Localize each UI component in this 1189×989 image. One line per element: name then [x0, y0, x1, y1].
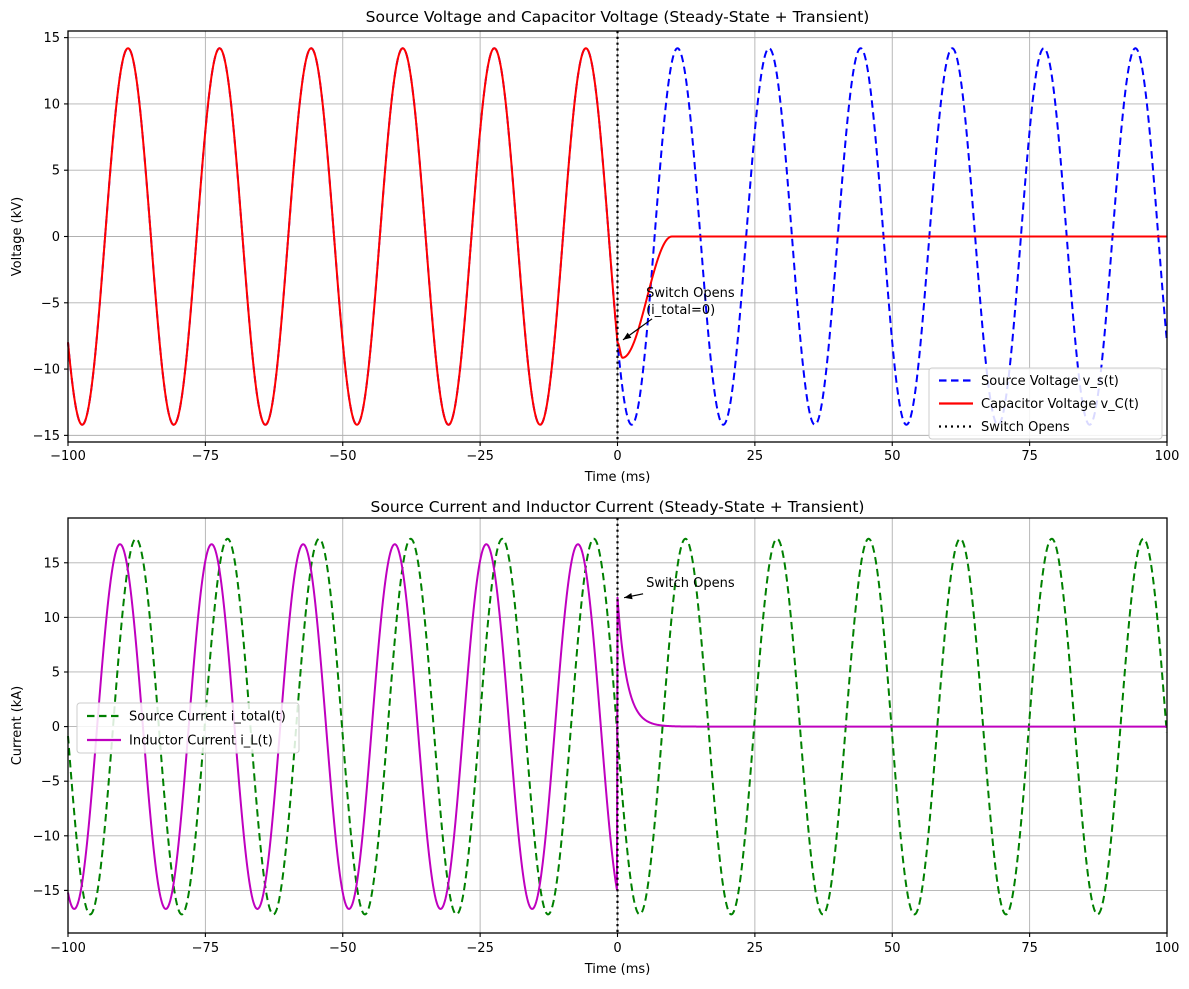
y-tick-label: −10	[33, 363, 60, 378]
y-tick-label: −5	[41, 296, 60, 311]
top-x-axis-label: Time (ms)	[584, 470, 651, 485]
legend-item-label: Source Voltage v_s(t)	[981, 374, 1119, 389]
x-tick-label: 25	[747, 941, 764, 956]
x-tick-label: 75	[1021, 449, 1038, 464]
y-tick-label: 5	[52, 665, 60, 680]
bottom-x-axis-label: Time (ms)	[584, 962, 651, 977]
x-tick-label: −75	[192, 941, 219, 956]
series-path-inductor-current	[67, 543, 1167, 910]
y-tick-label: 10	[43, 611, 60, 626]
x-tick-label: 100	[1155, 449, 1180, 464]
x-tick-label: −50	[329, 941, 356, 956]
annotation-arrow-head	[624, 592, 633, 600]
legend-item-label: Inductor Current i_L(t)	[129, 734, 273, 749]
x-tick-label: 100	[1155, 941, 1180, 956]
x-tick-label: −100	[50, 449, 86, 464]
current-plot-area: −100 −75 −50 −25 0 25 50 75 100−15−10−5051015Swi…	[33, 517, 1180, 956]
legend-item-label: Switch Opens	[981, 420, 1070, 435]
bottom-chart-title: Source Current and Inductor Current (Ste…	[371, 498, 865, 516]
legend-box	[928, 367, 1163, 440]
legend-item-label: Capacitor Voltage v_C(t)	[981, 397, 1139, 412]
y-tick-label: −15	[33, 884, 60, 899]
x-tick-label: 50	[884, 941, 901, 956]
annotation-text: Switch Opens	[646, 576, 735, 591]
y-tick-label: 10	[43, 97, 60, 112]
y-tick-label: 15	[43, 31, 60, 46]
x-tick-label: 0	[613, 941, 621, 956]
bottom-y-axis-label: Current (kA)	[10, 686, 25, 766]
y-tick-label: −10	[33, 829, 60, 844]
y-tick-label: 0	[52, 230, 60, 245]
x-tick-label: −50	[329, 449, 356, 464]
voltage-plot-area: −100 −75 −50 −25 0 25 50 75 100−15−10−5051015Swi…	[33, 30, 1180, 464]
x-tick-label: 50	[884, 449, 901, 464]
x-tick-label: −25	[466, 449, 493, 464]
legend-box	[76, 702, 300, 754]
legend-item-label: Source Current i_total(t)	[129, 710, 286, 725]
top-chart-title: Source Voltage and Capacitor Voltage (St…	[366, 8, 870, 26]
annotation-text: (i_total=0)	[646, 303, 715, 318]
y-tick-label: 5	[52, 164, 60, 179]
annotation-arrow-head	[622, 332, 632, 340]
x-tick-label: 0	[613, 449, 621, 464]
x-tick-label: 25	[747, 449, 764, 464]
y-tick-label: 15	[43, 556, 60, 571]
x-tick-label: −75	[192, 449, 219, 464]
y-tick-label: 0	[52, 720, 60, 735]
x-tick-label: 75	[1021, 941, 1038, 956]
x-tick-label: −25	[466, 941, 493, 956]
annotation-text: Switch Opens	[646, 286, 735, 301]
y-tick-label: −5	[41, 775, 60, 790]
top-y-axis-label: Voltage (kV)	[10, 197, 25, 276]
y-tick-label: −15	[33, 429, 60, 444]
x-tick-label: −100	[50, 941, 86, 956]
